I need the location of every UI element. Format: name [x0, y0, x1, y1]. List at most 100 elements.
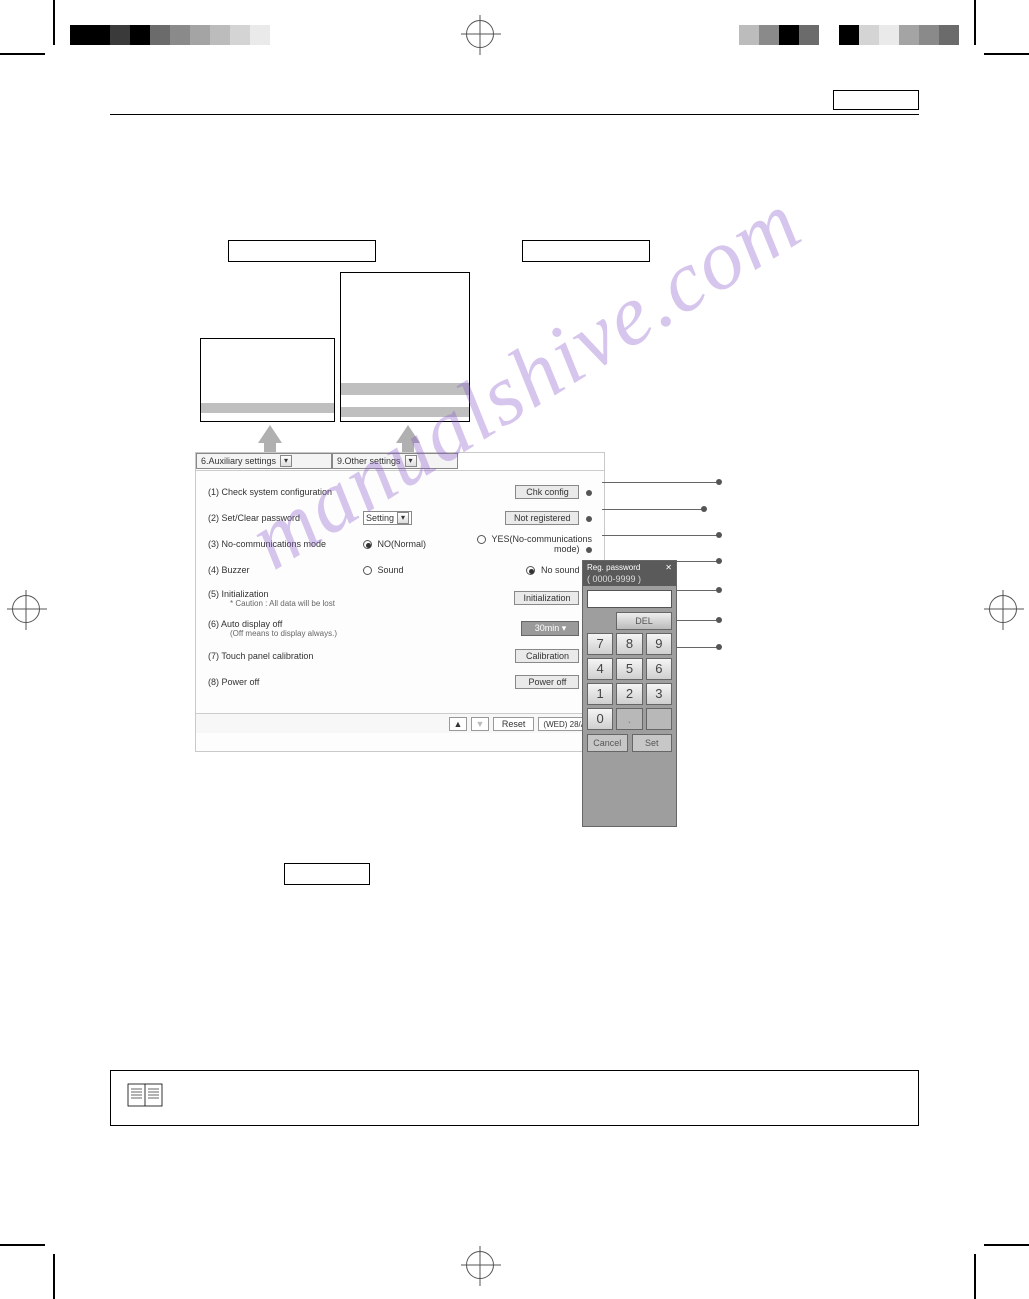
calibration-button[interactable]: Calibration [515, 649, 579, 663]
chevron-down-icon[interactable]: ▾ [397, 512, 409, 524]
registration-mark-icon [989, 595, 1017, 623]
close-icon[interactable]: ✕ [665, 563, 672, 572]
thumbnail-bar [341, 407, 469, 417]
window-footer: ▲ ▼ Reset (WED) 28/Aug [196, 713, 604, 733]
leader-end-dot [716, 644, 722, 650]
tab-label: 9.Other settings [337, 456, 401, 466]
keypad-key-8[interactable]: 8 [616, 633, 642, 655]
radio-sound[interactable] [363, 566, 372, 575]
color-swatch [799, 25, 819, 45]
color-swatch [879, 25, 899, 45]
crop-mark [53, 0, 55, 45]
color-swatch [150, 25, 170, 45]
scroll-down-button[interactable]: ▼ [471, 717, 489, 731]
keypad-key-2[interactable]: 2 [616, 683, 642, 705]
radio-yes[interactable] [477, 535, 486, 544]
callout-box [284, 863, 370, 885]
keypad-padding [583, 756, 676, 826]
keypad-display[interactable] [587, 590, 672, 608]
radio-label: Sound [378, 565, 404, 575]
keypad-key-9[interactable]: 9 [646, 633, 672, 655]
leader-dot-icon [586, 547, 592, 553]
thumbnail-bar [201, 403, 334, 413]
keypad-key-5[interactable]: 5 [616, 658, 642, 680]
radio-no[interactable] [363, 540, 372, 549]
row-label: (3) No-communications mode [208, 539, 363, 549]
keypad-del-button[interactable]: DEL [616, 612, 672, 630]
crop-mark [984, 1244, 1029, 1246]
keypad-key-0[interactable]: 0 [587, 708, 613, 730]
radio-no-sound[interactable] [526, 566, 535, 575]
select-value: 30min [535, 623, 560, 633]
leader-end-dot [716, 558, 722, 564]
tab-other-settings[interactable]: 9.Other settings ▾ [332, 453, 458, 469]
triangle-down-icon: ▼ [475, 719, 484, 729]
page-number-box [833, 90, 919, 110]
keypad-set-button[interactable]: Set [632, 734, 673, 752]
note-box [110, 1070, 919, 1126]
color-calibration-bar [70, 25, 290, 45]
keypad-key-blank [646, 708, 672, 730]
crop-mark [53, 1254, 55, 1299]
tab-row: 6.Auxiliary settings ▾ 9.Other settings … [196, 453, 604, 471]
crop-mark [974, 1254, 976, 1299]
chevron-down-icon[interactable]: ▾ [405, 455, 417, 467]
color-swatch [90, 25, 110, 45]
radio-label: YES(No-communications mode) [491, 534, 592, 554]
thumbnail-box [340, 272, 470, 422]
row-label: (7) Touch panel calibration [208, 651, 363, 661]
keypad-cancel-button[interactable]: Cancel [587, 734, 628, 752]
chk-config-button[interactable]: Chk config [515, 485, 579, 499]
color-swatch [130, 25, 150, 45]
color-calibration-bar [739, 25, 959, 45]
keypad-key-6[interactable]: 6 [646, 658, 672, 680]
keypad-grid: 7894561230. [583, 633, 676, 730]
callout-box [522, 240, 650, 262]
keypad-key-1[interactable]: 1 [587, 683, 613, 705]
flow-diagram [200, 240, 760, 440]
registration-mark-icon [466, 1251, 494, 1279]
keypad-key-7[interactable]: 7 [587, 633, 613, 655]
row-password: (2) Set/Clear password Setting ▾ Not reg… [208, 505, 592, 531]
keypad-title: Reg. password [587, 563, 640, 572]
color-swatch [899, 25, 919, 45]
row-check-config: (1) Check system configuration Chk confi… [208, 479, 592, 505]
color-swatch [210, 25, 230, 45]
thumbnail-bar [341, 383, 469, 395]
chevron-down-icon[interactable]: ▾ [280, 455, 292, 467]
leader-end-dot [716, 587, 722, 593]
keypad-key-3[interactable]: 3 [646, 683, 672, 705]
color-swatch [939, 25, 959, 45]
reset-button[interactable]: Reset [493, 717, 535, 731]
password-mode-select[interactable]: Setting ▾ [363, 511, 412, 525]
header-rule [110, 114, 919, 115]
color-swatch [270, 25, 290, 45]
leader-line [602, 509, 702, 510]
book-icon [127, 1081, 163, 1107]
color-swatch [250, 25, 270, 45]
thumbnail-box [200, 338, 335, 422]
leader-dot-icon [586, 516, 592, 522]
row-initialization: (5) Initialization * Caution : All data … [208, 583, 592, 613]
keypad-range: ( 0000-9999 ) [583, 574, 676, 586]
scroll-up-button[interactable]: ▲ [449, 717, 467, 731]
row-no-comm: (3) No-communications mode NO(Normal) YE… [208, 531, 592, 557]
initialization-button[interactable]: Initialization [514, 591, 579, 605]
color-swatch [739, 25, 759, 45]
row-label: (8) Power off [208, 677, 363, 687]
not-registered-button[interactable]: Not registered [505, 511, 580, 525]
leader-end-dot [716, 532, 722, 538]
auto-display-select[interactable]: 30min ▾ [521, 621, 579, 636]
keypad-key-4[interactable]: 4 [587, 658, 613, 680]
crop-mark [0, 53, 45, 55]
color-swatch [779, 25, 799, 45]
power-off-button[interactable]: Power off [515, 675, 579, 689]
color-swatch [919, 25, 939, 45]
row-title: (5) Initialization [208, 589, 363, 599]
keypad-popup: Reg. password ✕ ( 0000-9999 ) DEL 789 456… [582, 560, 677, 827]
color-swatch [70, 25, 90, 45]
caution-text: * Caution : All data will be lost [230, 599, 363, 608]
color-swatch [839, 25, 859, 45]
crop-mark [974, 0, 976, 45]
tab-auxiliary-settings[interactable]: 6.Auxiliary settings ▾ [196, 453, 332, 469]
